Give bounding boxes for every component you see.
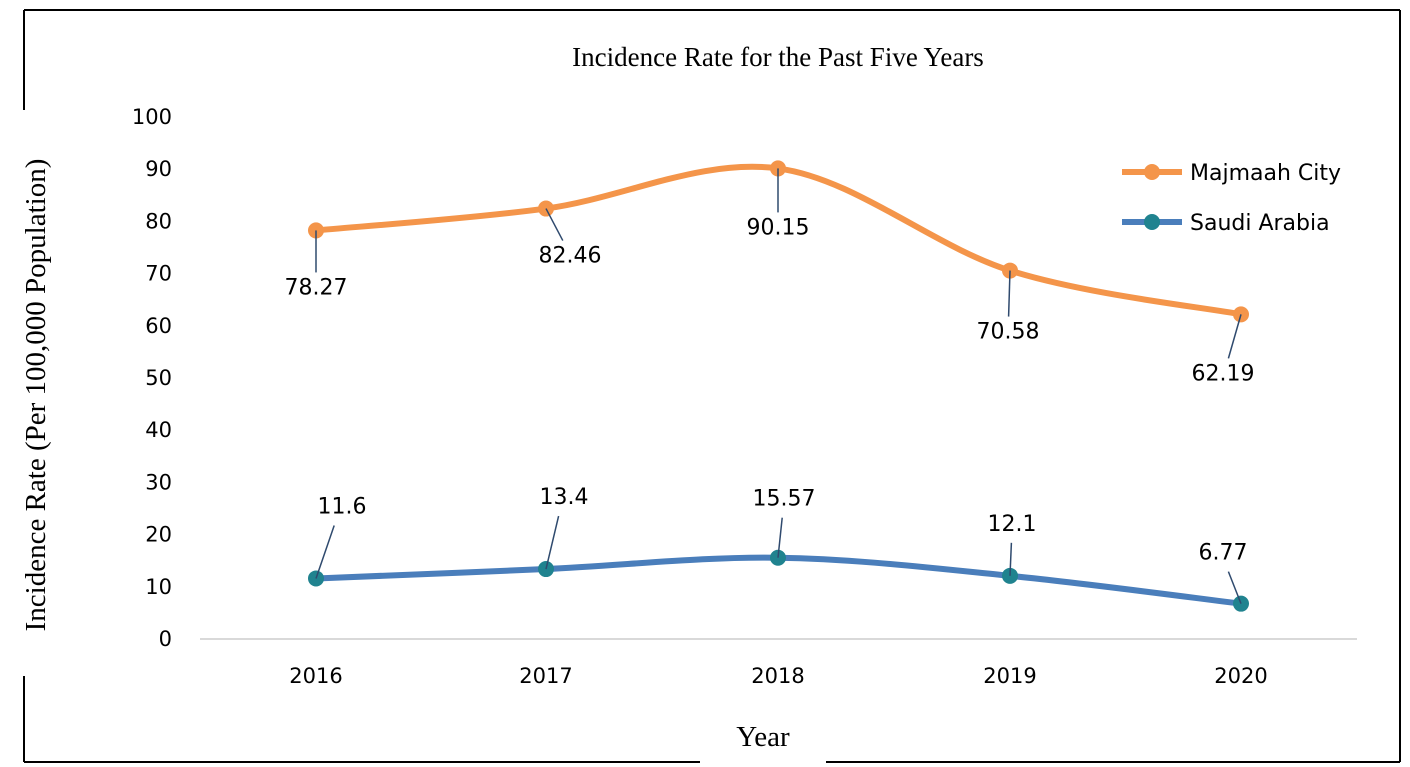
majmaah-city-data-label: 82.46 xyxy=(539,244,602,269)
legend-marker-saudi-arabia xyxy=(1144,214,1160,230)
legend: Majmaah City Saudi Arabia xyxy=(1122,161,1341,236)
majmaah-city-label-leader xyxy=(1007,270,1011,317)
majmaah-city-data-label: 90.15 xyxy=(747,215,810,240)
x-tick-label: 2019 xyxy=(983,664,1036,688)
majmaah-city-label-leader xyxy=(545,208,564,241)
saudi-arabia-data-label: 11.6 xyxy=(318,494,367,519)
saudi-arabia-data-label: 15.57 xyxy=(753,487,816,512)
saudi-arabia-label-leader xyxy=(315,525,335,579)
y-tick-label: 60 xyxy=(145,314,172,338)
saudi-arabia-label-leader xyxy=(777,517,783,558)
y-tick-label: 40 xyxy=(145,418,172,442)
saudi-arabia-label-leader xyxy=(1009,542,1013,576)
legend-label-saudi-arabia: Saudi Arabia xyxy=(1190,211,1330,236)
x-tick-label: 2017 xyxy=(519,664,572,688)
y-tick-label: 100 xyxy=(132,105,172,129)
y-tick-label: 50 xyxy=(145,366,172,390)
majmaah-city-data-label: 70.58 xyxy=(977,320,1040,345)
legend-marker-majmaah-city xyxy=(1144,164,1160,180)
saudi-arabia-label-leader xyxy=(1227,571,1242,604)
chart-frame xyxy=(23,9,1401,763)
legend-label-majmaah-city: Majmaah City xyxy=(1190,161,1341,186)
y-tick-label: 0 xyxy=(159,627,172,651)
y-tick-label: 90 xyxy=(145,157,172,181)
y-tick-label: 80 xyxy=(145,209,172,233)
y-tick-label: 30 xyxy=(145,470,172,494)
saudi-arabia-data-label: 13.4 xyxy=(540,485,589,510)
saudi-arabia-data-label: 12.1 xyxy=(988,512,1037,537)
saudi-arabia-label-leader xyxy=(545,515,560,570)
x-tick-label: 2020 xyxy=(1214,664,1267,688)
y-tick-label: 70 xyxy=(145,262,172,286)
x-tick-label: 2018 xyxy=(751,664,804,688)
saudi-arabia-data-label: 6.77 xyxy=(1199,541,1248,566)
majmaah-city-data-label: 62.19 xyxy=(1192,361,1255,386)
series-layer xyxy=(308,160,1249,612)
x-axis: 2016 2017 2018 2019 2020 xyxy=(200,638,1357,688)
x-axis-title: Year xyxy=(736,721,790,753)
majmaah-city-data-label: 78.27 xyxy=(285,275,348,300)
data-labels: 78.27 82.46 90.15 70.58 62.19 11.6 13.4 15.57 12… xyxy=(285,168,1255,604)
y-axis-ticks: 0 10 20 30 40 50 60 70 80 90 100 xyxy=(132,105,172,651)
x-tick-label: 2016 xyxy=(289,664,342,688)
y-axis-title: Incidence Rate (Per 100,000 Population) xyxy=(20,159,52,632)
y-tick-label: 20 xyxy=(145,523,172,547)
y-tick-label: 10 xyxy=(145,575,172,599)
chart-title: Incidence Rate for the Past Five Years xyxy=(572,42,984,72)
majmaah-city-label-leader xyxy=(1227,314,1242,359)
